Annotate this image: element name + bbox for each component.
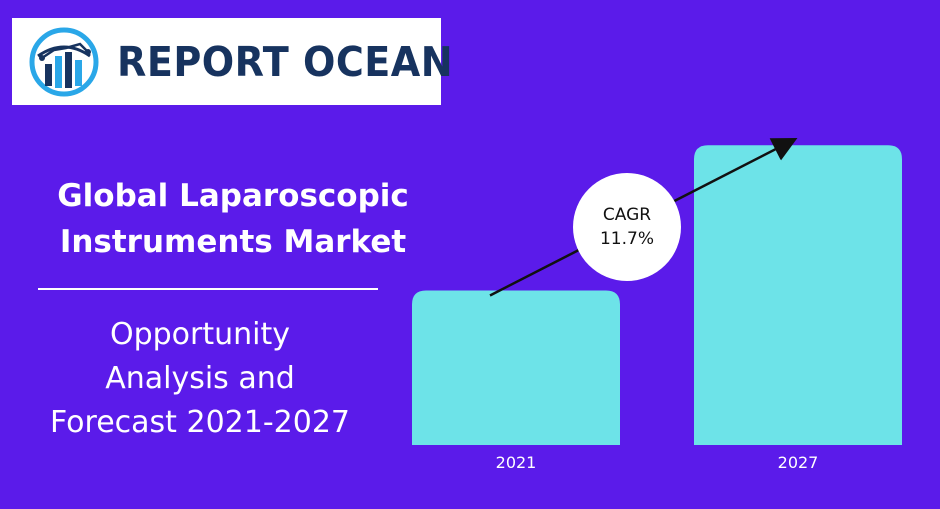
cagr-badge: CAGR 11.7% [573,173,681,281]
page-subtitle: Opportunity Analysis and Forecast 2021-2… [50,317,350,440]
bar-2027 [694,145,902,445]
cagr-label: CAGR [602,205,652,225]
page-title: Global Laparoscopic Instruments Market [57,178,409,260]
x-tick-label-2021: 2021 [496,453,537,472]
brand-name: REPORT OCEAN [117,38,454,86]
x-tick-label-2027: 2027 [778,453,819,472]
cagr-value: 11.7% [599,229,654,249]
title-divider [38,288,378,290]
logo: REPORT OCEAN [12,18,453,105]
bar-2021 [412,290,620,445]
bar-chart-globe-icon [29,27,99,97]
